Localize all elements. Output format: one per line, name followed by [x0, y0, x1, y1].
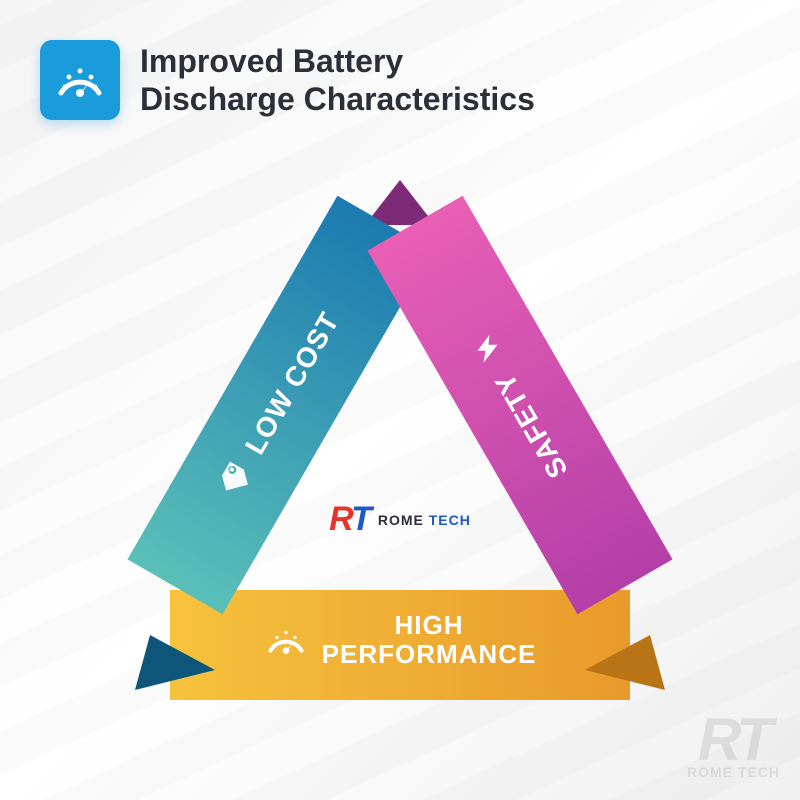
- page-title: Improved BatteryDischarge Characteristic…: [140, 42, 535, 119]
- ribbon-high-performance: HIGH PERFORMANCE: [170, 580, 630, 700]
- watermark: RT ROME TECH: [687, 716, 780, 780]
- logo-t: T: [351, 500, 370, 538]
- header: Improved BatteryDischarge Characteristic…: [40, 40, 535, 120]
- bolt-icon: [471, 333, 503, 365]
- logo-tech: TECH: [429, 512, 471, 528]
- logo-rt: RT: [329, 500, 370, 539]
- ribbon-label-performance: HIGH PERFORMANCE: [322, 611, 537, 668]
- gauge-icon: [40, 40, 120, 120]
- logo-r: R: [329, 500, 351, 538]
- logo-text: ROME TECH: [378, 512, 471, 528]
- perf-line2: PERFORMANCE: [322, 639, 537, 669]
- center-logo: RT ROME TECH: [329, 500, 471, 539]
- watermark-brand: ROME TECH: [687, 764, 780, 780]
- watermark-rt: RT: [687, 716, 780, 764]
- logo-rome: ROME: [378, 512, 424, 528]
- perf-line1: HIGH: [394, 610, 463, 640]
- gauge-icon-svg: [53, 53, 107, 107]
- triangle-infographic: LOW COST SAFETY: [100, 180, 700, 740]
- gauge-icon: [264, 618, 308, 662]
